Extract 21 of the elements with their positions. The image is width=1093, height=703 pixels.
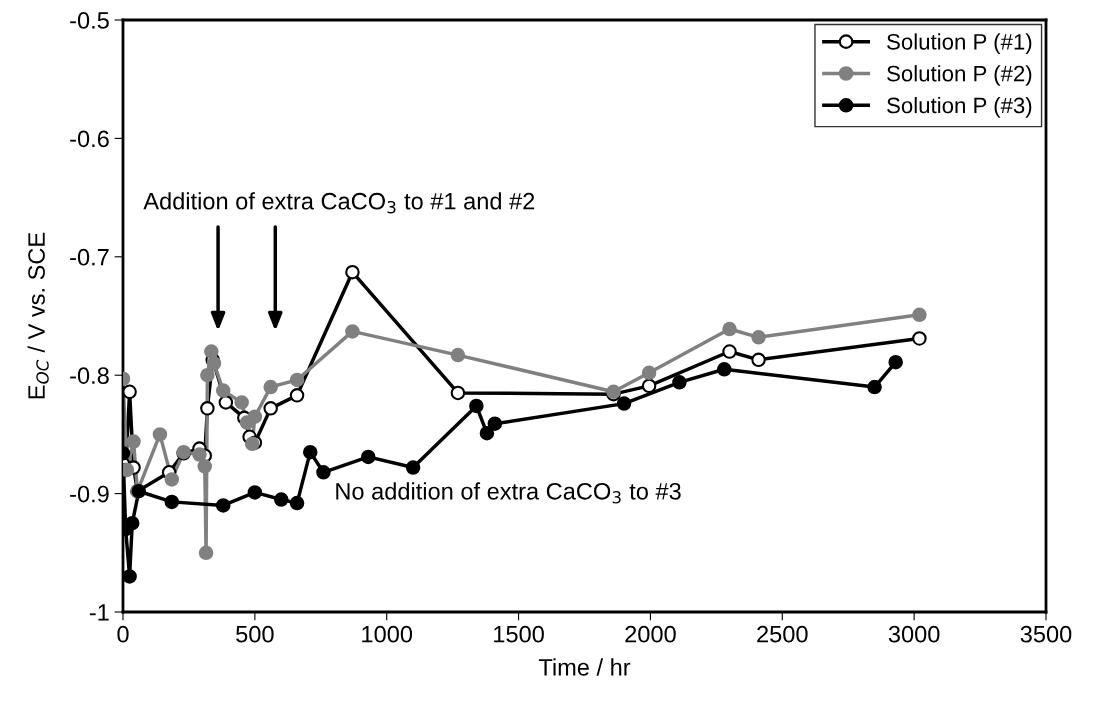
x-tick-label: 2500 bbox=[757, 625, 808, 643]
y-tick-label: -0.6 bbox=[70, 130, 109, 148]
y-tick-label: -0.9 bbox=[70, 485, 109, 503]
y-tick-label: -0.7 bbox=[70, 248, 109, 266]
x-tick-label: 1500 bbox=[494, 625, 544, 643]
annotation: No addition of extra CaCO$_{3}$ to #3 bbox=[336, 482, 681, 504]
x-tick-label: 500 bbox=[236, 625, 274, 643]
legend-label: Solution P (#2) bbox=[887, 65, 1032, 86]
legend-label: Solution P (#1) bbox=[887, 33, 1032, 55]
legend-label: Solution P (#3) bbox=[887, 96, 1032, 118]
y-tick-label: -0.5 bbox=[70, 12, 109, 29]
x-tick-label: 3500 bbox=[1020, 625, 1072, 643]
x-tick-label: 2000 bbox=[625, 625, 676, 643]
x-tick-label: 3000 bbox=[888, 625, 940, 643]
y-tick-label: -1 bbox=[89, 604, 109, 621]
x-axis-title: Time / hr bbox=[538, 658, 631, 676]
annotation: Addition of extra CaCO$_{3}$ to #1 and #2 bbox=[143, 192, 535, 214]
x-tick-label: 1000 bbox=[362, 625, 413, 643]
y-axis-title: E$_{OC}$ / V vs. SCE bbox=[27, 232, 49, 399]
y-tick-label: -0.8 bbox=[70, 367, 109, 384]
x-tick-label: 0 bbox=[117, 625, 129, 643]
